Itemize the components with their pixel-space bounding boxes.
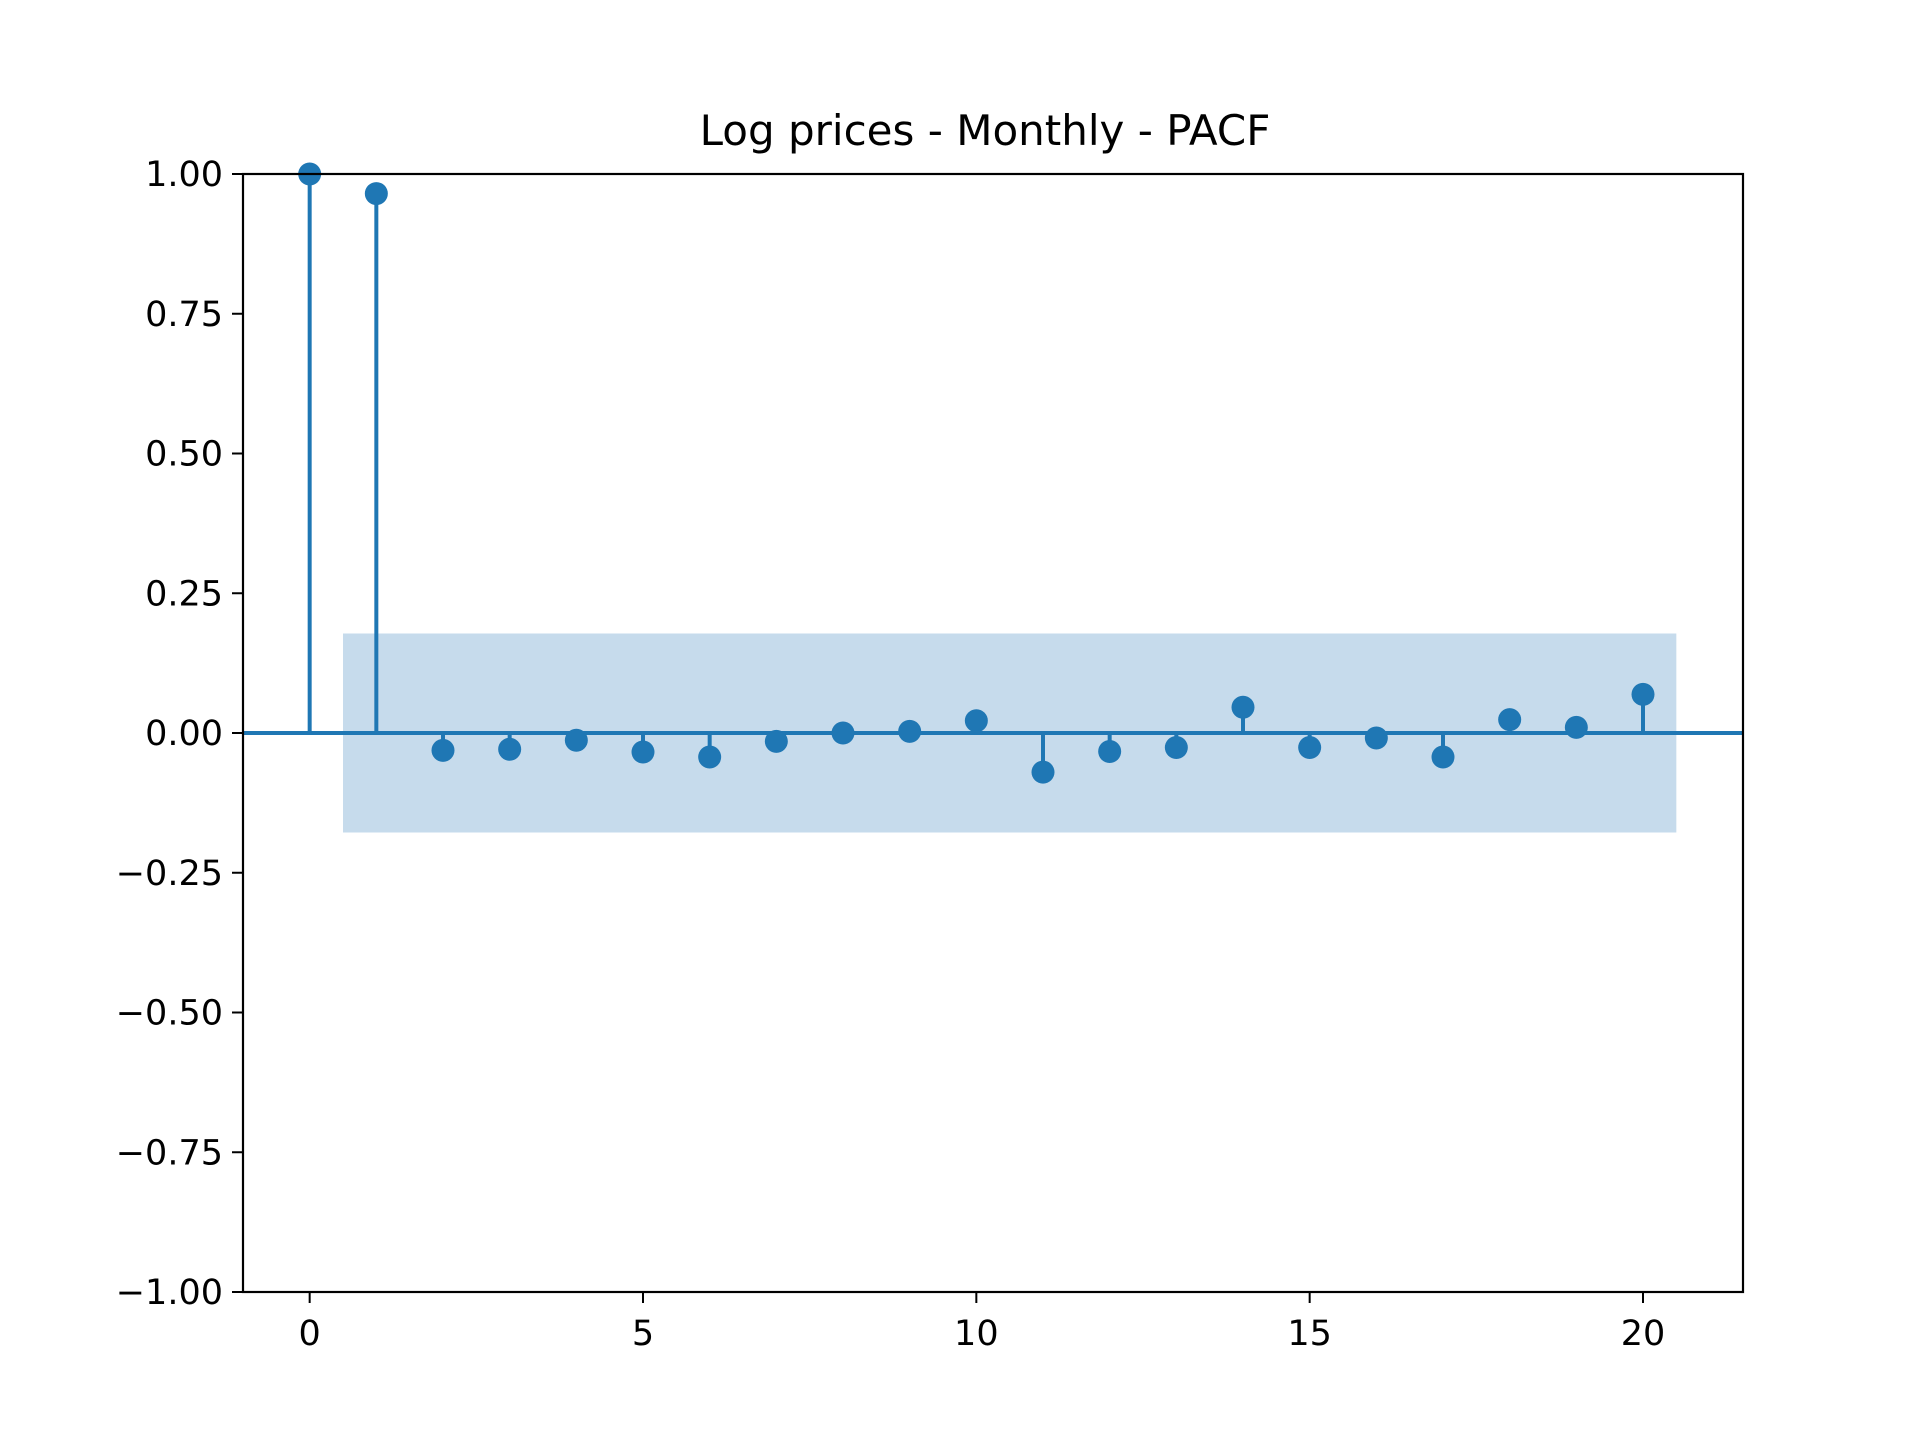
marker-lag-20: [1631, 682, 1655, 706]
x-tick-label: 10: [954, 1314, 999, 1354]
marker-lag-9: [898, 719, 922, 743]
marker-lag-13: [1164, 736, 1188, 760]
marker-lag-5: [631, 740, 655, 764]
x-tick-label: 5: [632, 1314, 654, 1354]
marker-lag-11: [1031, 760, 1055, 784]
y-tick-label: 0.75: [145, 295, 223, 335]
y-tick-label: −1.00: [116, 1273, 223, 1313]
x-tick-label: 20: [1621, 1314, 1666, 1354]
marker-lag-3: [498, 737, 522, 761]
y-tick-label: 0.00: [145, 714, 223, 754]
y-tick-label: 0.50: [145, 435, 223, 475]
marker-lag-14: [1231, 695, 1255, 719]
marker-lag-2: [431, 738, 455, 762]
x-axis-ticks: 0 5 10 15 20: [299, 1292, 1666, 1354]
marker-lag-12: [1098, 739, 1122, 763]
marker-lag-7: [764, 729, 788, 753]
marker-lag-1: [364, 182, 388, 206]
chart-title: Log prices - Monthly - PACF: [700, 106, 1271, 155]
marker-lag-17: [1431, 745, 1455, 769]
marker-lag-8: [831, 721, 855, 745]
marker-lag-15: [1298, 736, 1322, 760]
marker-lag-4: [564, 728, 588, 752]
marker-lag-10: [964, 709, 988, 733]
y-tick-label: −0.50: [116, 994, 223, 1034]
marker-lag-18: [1498, 708, 1522, 732]
x-tick-label: 0: [299, 1314, 321, 1354]
y-tick-label: −0.25: [116, 854, 223, 894]
marker-lag-16: [1364, 726, 1388, 750]
y-axis-ticks: 1.00 0.75 0.50 0.25 0.00 −0.25 −0.50 −0.75 −1.00: [116, 155, 243, 1313]
y-tick-label: −0.75: [116, 1133, 223, 1173]
y-tick-label: 1.00: [145, 155, 223, 195]
x-tick-label: 15: [1287, 1314, 1332, 1354]
y-tick-label: 0.25: [145, 574, 223, 614]
marker-layer: [298, 162, 1655, 784]
marker-lag-19: [1564, 715, 1588, 739]
marker-lag-6: [698, 745, 722, 769]
